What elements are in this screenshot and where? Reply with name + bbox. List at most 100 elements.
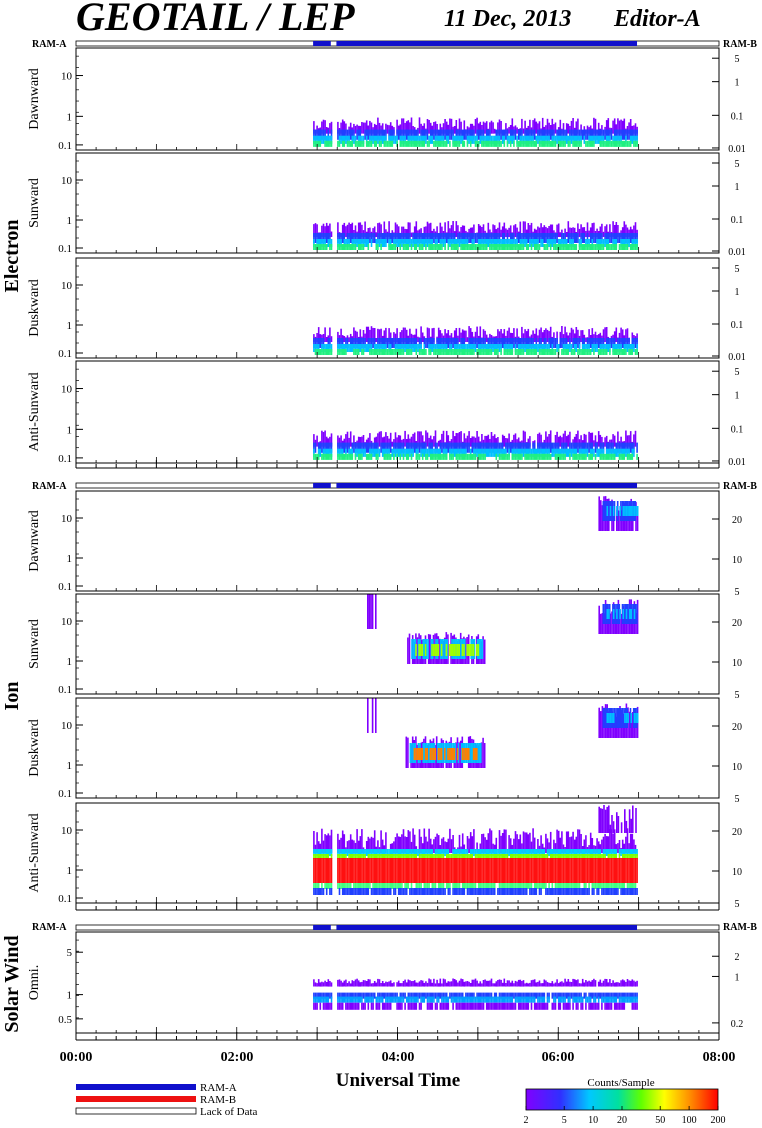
spectrogram-cell [586, 129, 589, 140]
spectrogram-cell [633, 244, 635, 250]
spectrogram-cell [493, 233, 496, 243]
spectrogram-cell [317, 849, 320, 856]
spectrogram-cell [417, 129, 419, 140]
spectrogram-cell [557, 883, 560, 889]
spectrogram-cell [313, 121, 315, 134]
spectrogram-cell [578, 888, 581, 895]
spectrogram-cell [345, 453, 347, 460]
spectrogram-cell [621, 448, 624, 457]
spectrogram-cell [433, 448, 435, 457]
spectrogram-cell [543, 225, 546, 237]
spectrogram-cell [413, 442, 416, 453]
spectrogram-cell [415, 858, 418, 883]
spectrogram-cell [418, 748, 420, 760]
spectrogram-cell [415, 140, 418, 147]
spectrogram-cell [537, 858, 539, 883]
spectrogram-cell [369, 135, 371, 144]
spectrogram-cell [442, 233, 445, 243]
spectrogram-cell [357, 222, 360, 237]
spectrogram-cell [511, 233, 514, 243]
spectrogram-cell [633, 344, 635, 352]
spectrogram-cell [505, 129, 507, 140]
spectrogram-cell [554, 888, 557, 895]
spectrogram-cell [457, 233, 459, 243]
spectrogram-cell [369, 120, 371, 134]
spectrogram-cell [618, 858, 621, 883]
spectrogram-cell [442, 344, 445, 352]
spectrogram-cell [375, 858, 378, 883]
spectrogram-cell [553, 839, 555, 853]
spectrogram-cell [577, 849, 579, 856]
ram-label-right-ion: RAM-B [723, 481, 757, 492]
spectrogram-cell [322, 129, 325, 140]
spectrogram-cell [495, 854, 498, 859]
spectrogram-cell [396, 119, 398, 134]
spectrogram-cell [575, 327, 578, 342]
spectrogram-cell [482, 121, 485, 134]
spectrogram-cell [341, 135, 344, 144]
spectrogram-cell [514, 854, 517, 859]
spectrogram-cell [583, 433, 586, 447]
spectrogram-cell [383, 344, 386, 352]
spectrogram-cell [505, 883, 507, 889]
spectrogram-cell [597, 233, 600, 243]
spectrogram-cell [532, 979, 534, 987]
spectrogram-cell [593, 349, 595, 355]
spectrogram-cell [511, 129, 514, 140]
spectrogram-cell [349, 453, 352, 460]
spectrogram-cell [598, 605, 600, 634]
spectrogram-cell [317, 344, 320, 352]
spectrogram-cell [625, 506, 628, 516]
spectrogram-cell [546, 140, 549, 147]
spectrogram-cell [610, 448, 613, 457]
spectrogram-cell [612, 506, 615, 516]
y-tick-label: 0.1 [58, 684, 72, 696]
spectrogram-cell [415, 883, 418, 889]
spectrogram-cell [425, 453, 427, 460]
spectrogram-cell [567, 135, 570, 144]
spectrogram-cell [618, 883, 621, 889]
spectrogram-cell [433, 854, 435, 859]
spectrogram-cell [605, 224, 608, 237]
spectrogram-cell [535, 135, 538, 144]
spectrogram-cell [548, 982, 550, 987]
spectrogram-cell [548, 239, 550, 247]
spectrogram-cell [612, 233, 614, 243]
spectrogram-cell [324, 453, 326, 460]
spectrogram-cell [434, 748, 436, 760]
chart-date: 11 Dec, 2013 [444, 6, 571, 32]
spectrogram-cell [604, 849, 606, 856]
spectrogram-cell [380, 224, 382, 237]
spectrogram-cell [375, 448, 378, 457]
spectrogram-cell [524, 129, 526, 140]
spectrogram-cell [501, 982, 504, 987]
spectrogram-cell [425, 338, 427, 348]
spectrogram-cell [415, 849, 418, 856]
spectrogram-cell [321, 453, 323, 460]
spectrogram [313, 326, 638, 355]
spectrogram-cell [428, 338, 430, 348]
spectrogram-cell [557, 344, 560, 352]
spectrogram-cell [511, 344, 514, 352]
spectrogram-cell [442, 349, 445, 355]
spectrogram-cell [413, 849, 416, 856]
spectrogram-cell [348, 883, 350, 889]
spectrogram-cell [612, 888, 614, 895]
spectrogram-cell [593, 117, 595, 134]
spectrogram-cell [489, 244, 491, 250]
spectrogram-cell [364, 888, 366, 895]
spectrogram-cell [485, 233, 488, 243]
spectrogram-cell [634, 140, 637, 147]
spectrogram-cell [599, 135, 602, 144]
spectrogram-cell [497, 233, 499, 243]
spectrogram-cell [380, 858, 382, 883]
spectrogram-cell [525, 338, 528, 348]
spectrogram-cell [537, 335, 539, 342]
spectrogram-cell [365, 344, 368, 352]
spectrogram-cell [319, 338, 322, 348]
spectrogram-cell [420, 442, 422, 453]
spectrogram-cell [503, 344, 506, 352]
spectrogram-cell [607, 888, 610, 895]
spectrogram-cell [439, 854, 442, 859]
spectrogram-cell [421, 858, 424, 883]
